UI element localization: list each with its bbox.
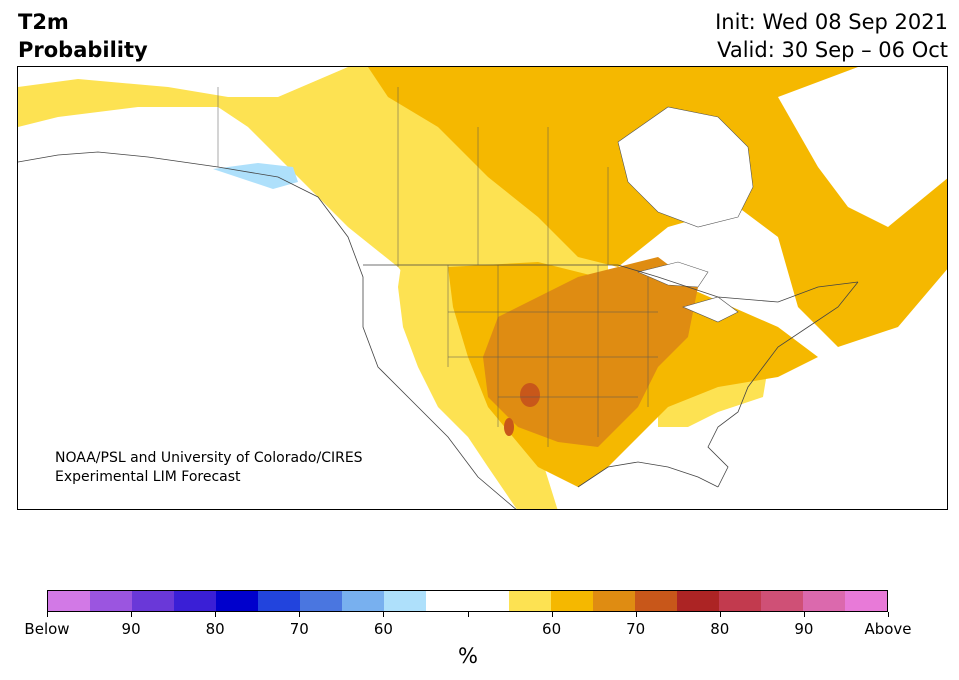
- coastline: [18, 151, 517, 509]
- colorbar-segment: [257, 591, 300, 611]
- colorbar-segment: [89, 591, 132, 611]
- forecast-dates: Init: Wed 08 Sep 2021 Valid: 30 Sep – 06…: [715, 8, 948, 64]
- data-credit: NOAA/PSL and University of Colorado/CIRE…: [55, 449, 363, 487]
- east-coast: [707, 281, 859, 488]
- credit-line-2: Experimental LIM Forecast: [55, 469, 241, 485]
- colorbar-unit: %: [458, 644, 478, 668]
- state-lines: [447, 265, 658, 447]
- colorbar-segment: [635, 591, 678, 611]
- colorbar-tick: [467, 612, 469, 617]
- colorbar-segment: [131, 591, 174, 611]
- colorbar-segment: [215, 591, 258, 611]
- colorbar-segment: [299, 591, 342, 611]
- colorbar-tick-label: 80: [710, 620, 730, 638]
- hudson-bay: [617, 106, 754, 228]
- colorbar-segment: [803, 591, 846, 611]
- colorbar-tick: [635, 612, 637, 617]
- colorbar-segment: [719, 591, 762, 611]
- title-line-2: Probability: [18, 38, 148, 62]
- great-lakes: [637, 261, 739, 323]
- colorbar-segment: [509, 591, 552, 611]
- colorbar-segment: [467, 591, 510, 611]
- colorbar-tick: [551, 612, 553, 617]
- colorbar-tick-label: 90: [794, 620, 814, 638]
- colorbar-tick-label: 80: [205, 620, 225, 638]
- probability-colorbar: [47, 590, 888, 612]
- region-light-blue-alaska: [213, 163, 298, 189]
- colorbar-tick-label: 60: [373, 620, 393, 638]
- map-canvas: [18, 67, 947, 509]
- greenland: [778, 67, 947, 227]
- colorbar-tick: [47, 612, 48, 617]
- colorbar-segment: [551, 591, 594, 611]
- colorbar-segment: [173, 591, 216, 611]
- colorbar-tick-label: Above: [864, 620, 912, 638]
- colorbar-tick-label: Below: [24, 620, 70, 638]
- colorbar-tick: [803, 612, 805, 617]
- colorbar-segment: [677, 591, 720, 611]
- us-canada-border: [363, 264, 859, 303]
- colorbar-tick: [719, 612, 721, 617]
- colorbar-segment: [845, 591, 888, 611]
- credit-line-1: NOAA/PSL and University of Colorado/CIRE…: [55, 450, 363, 466]
- colorbar-segment: [48, 591, 90, 611]
- probability-map: NOAA/PSL and University of Colorado/CIRE…: [17, 66, 948, 510]
- colorbar-tick: [888, 612, 889, 617]
- colorbar-segment: [383, 591, 426, 611]
- colorbar-tick-label: 70: [289, 620, 309, 638]
- colorbar-tick-label: 70: [626, 620, 646, 638]
- colorbar-tick: [215, 612, 217, 617]
- init-date: Init: Wed 08 Sep 2021: [715, 10, 948, 34]
- map-title: T2m Probability: [18, 8, 148, 64]
- colorbar-segment: [341, 591, 384, 611]
- colorbar-tick: [299, 612, 301, 617]
- colorbar-segment: [593, 591, 636, 611]
- colorbar-tick: [131, 612, 133, 617]
- colorbar-tick-label: 90: [121, 620, 141, 638]
- region-dark-orange-2: [504, 418, 514, 436]
- colorbar-segment: [425, 591, 468, 611]
- gulf-coast: [577, 461, 719, 488]
- colorbar-tick-label: 60: [542, 620, 562, 638]
- colorbar-tick: [383, 612, 385, 617]
- valid-range: Valid: 30 Sep – 06 Oct: [717, 38, 948, 62]
- region-dark-orange-1: [520, 383, 540, 407]
- colorbar-segment: [761, 591, 804, 611]
- canada-provinces: [217, 87, 609, 267]
- title-line-1: T2m: [18, 10, 69, 34]
